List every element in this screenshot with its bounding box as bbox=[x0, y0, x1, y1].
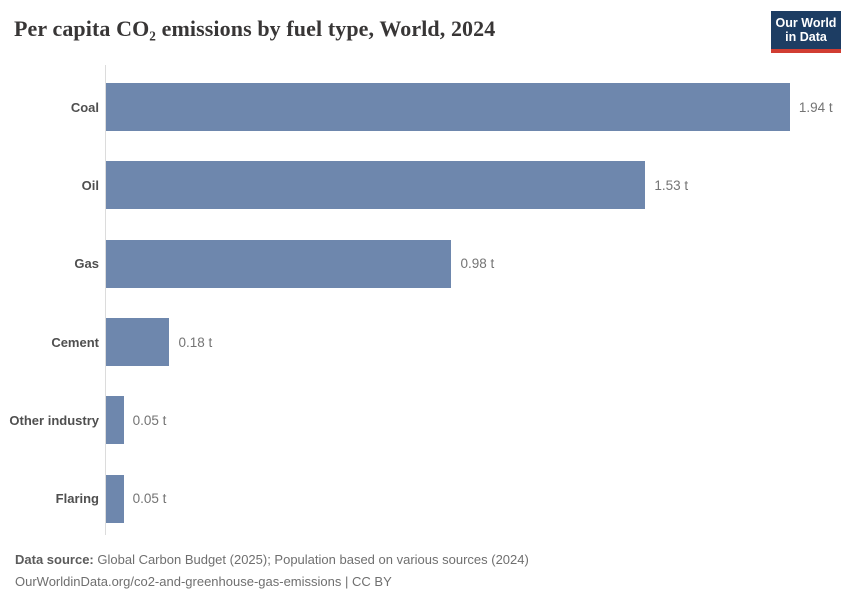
data-source-text: Global Carbon Budget (2025); Population … bbox=[97, 552, 529, 567]
chart-row: Coal 1.94 t bbox=[0, 68, 850, 146]
chart-footer: Data source: Global Carbon Budget (2025)… bbox=[0, 549, 850, 592]
bar-rows: Coal 1.94 t Oil 1.53 t Gas 0.98 t Cement 0.18 t… bbox=[0, 68, 850, 538]
value-label: 0.05 t bbox=[132, 412, 167, 428]
license-link[interactable]: CC BY bbox=[352, 573, 392, 589]
value-label: 1.53 t bbox=[654, 177, 689, 193]
category-label: Gas bbox=[74, 256, 99, 272]
owid-logo-line1: Our World bbox=[775, 16, 837, 30]
value-label: 0.05 t bbox=[132, 491, 167, 507]
data-source-label: Data source: bbox=[15, 552, 94, 567]
chart-row: Other industry 0.05 t bbox=[0, 381, 850, 459]
category-label: Flaring bbox=[55, 491, 99, 507]
y-axis-line bbox=[105, 65, 106, 535]
bar-gas[interactable] bbox=[106, 239, 452, 288]
owid-logo-accent bbox=[771, 49, 841, 53]
bar-coal[interactable] bbox=[106, 83, 790, 132]
owid-logo[interactable]: Our World in Data bbox=[771, 11, 841, 53]
owid-logo-line2: in Data bbox=[785, 30, 827, 44]
chart-header: Per capita CO₂ emissions by fuel type, W… bbox=[0, 0, 850, 68]
chart-title: Per capita CO₂ emissions by fuel type, W… bbox=[14, 16, 496, 41]
bar-other-industry[interactable] bbox=[106, 396, 124, 445]
chart-row: Cement 0.18 t bbox=[0, 303, 850, 381]
value-label: 1.94 t bbox=[798, 99, 833, 115]
attribution-line: OurWorldinData.org/co2-and-greenhouse-ga… bbox=[15, 571, 850, 593]
owid-url-link[interactable]: OurWorldinData.org/co2-and-greenhouse-ga… bbox=[15, 573, 342, 589]
chart-row: Oil 1.53 t bbox=[0, 146, 850, 224]
owid-logo-text: Our World in Data bbox=[771, 11, 841, 49]
value-label: 0.98 t bbox=[460, 256, 495, 272]
category-label: Other industry bbox=[9, 412, 99, 428]
value-label: 0.18 t bbox=[178, 334, 213, 350]
category-label: Coal bbox=[70, 99, 99, 115]
bar-flaring[interactable] bbox=[106, 474, 124, 523]
footer-separator: | bbox=[345, 573, 349, 589]
data-source-line: Data source: Global Carbon Budget (2025)… bbox=[15, 549, 850, 571]
chart-row: Gas 0.98 t bbox=[0, 225, 850, 303]
bar-oil[interactable] bbox=[106, 161, 646, 210]
chart-row: Flaring 0.05 t bbox=[0, 460, 850, 538]
category-label: Oil bbox=[81, 177, 99, 193]
category-label: Cement bbox=[51, 334, 99, 350]
bar-cement[interactable] bbox=[106, 318, 170, 367]
bar-chart: Coal 1.94 t Oil 1.53 t Gas 0.98 t Cement 0.18 t… bbox=[0, 65, 850, 538]
